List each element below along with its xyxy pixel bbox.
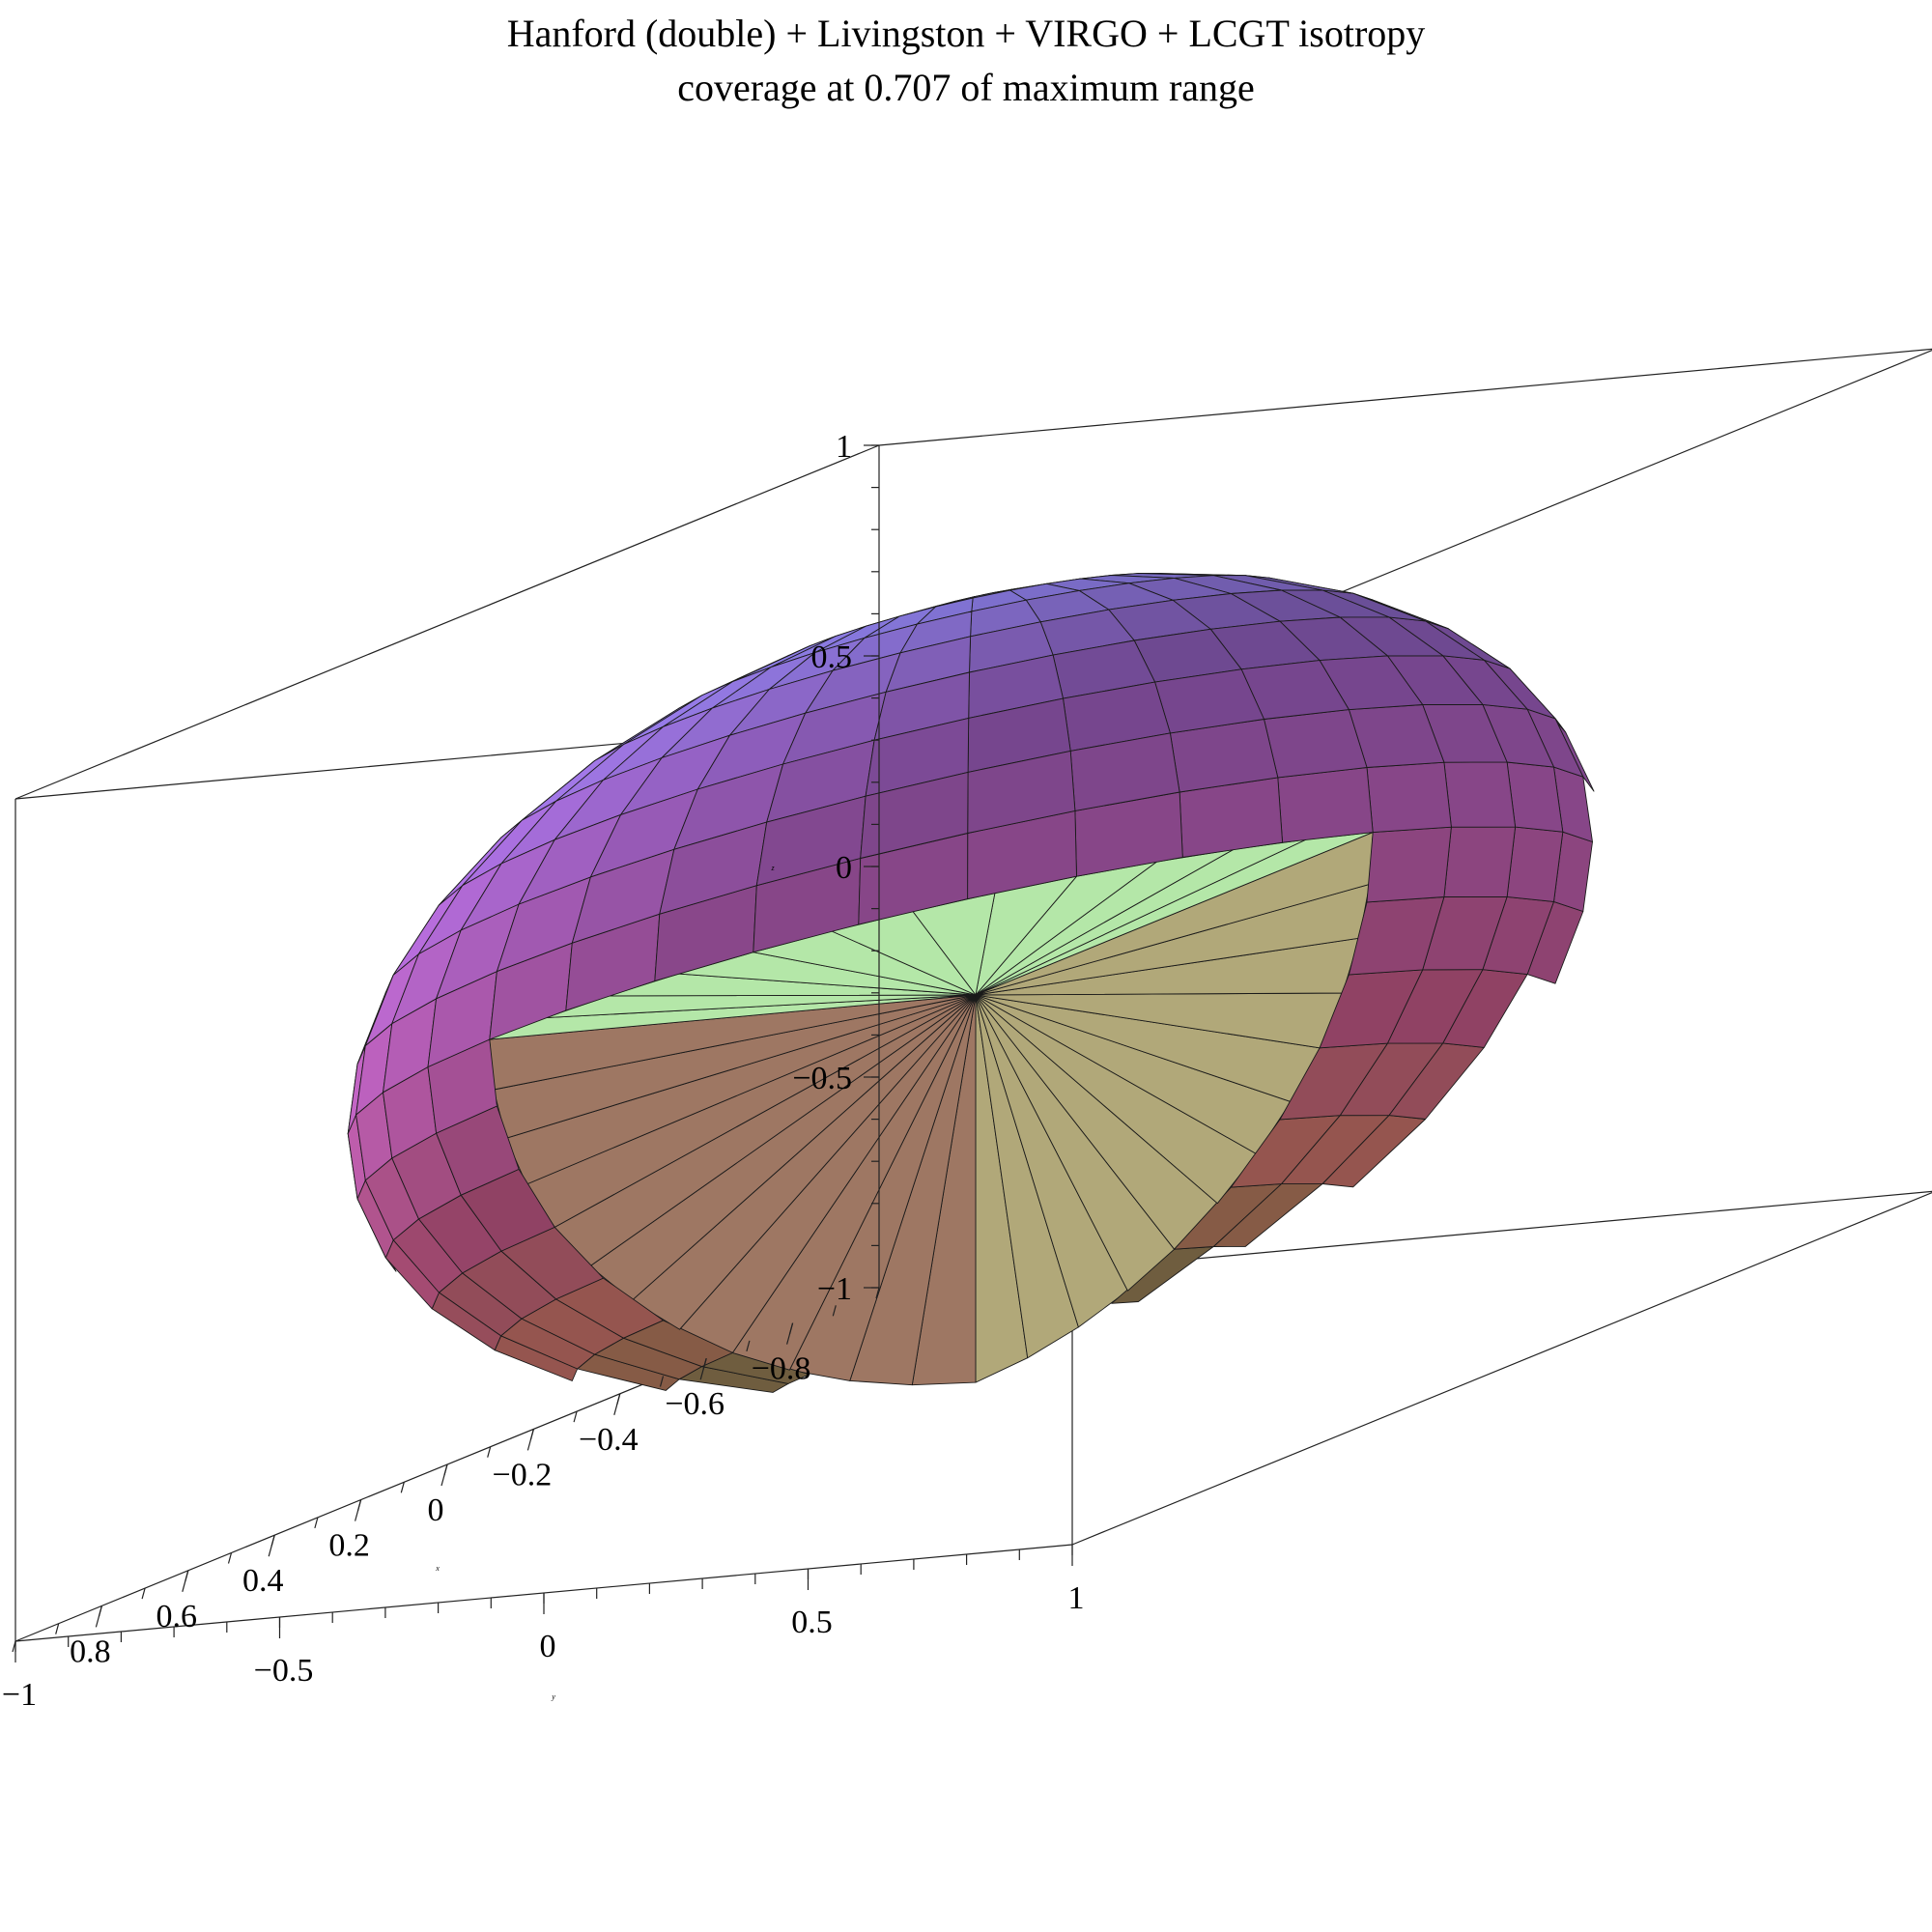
- chart-subtitle: coverage at 0.707 of maximum range: [677, 66, 1255, 109]
- surface-patch: [1506, 826, 1564, 902]
- x-minor-tick: [659, 1376, 665, 1387]
- surface-patch: [1506, 761, 1564, 833]
- x-minor-tick: [702, 1358, 707, 1370]
- chart-title: Hanford (double) + Livingston + VIRGO + …: [507, 12, 1426, 55]
- box-edge: [14, 444, 880, 800]
- x-minor-tick: [55, 1623, 60, 1634]
- surface-patch: [1443, 761, 1517, 828]
- x-minor-tick: [185, 1570, 189, 1581]
- axis-ticks: [12, 444, 1073, 1662]
- z-axis-label: z: [770, 864, 775, 872]
- x-axis-label: x: [435, 1564, 440, 1573]
- z-tick-label: 0: [836, 850, 852, 886]
- x-tick-label: −0.6: [665, 1386, 724, 1422]
- x-tick-label: 0.6: [156, 1599, 198, 1634]
- y-axis-label: y: [551, 1692, 555, 1701]
- x-minor-tick: [832, 1305, 837, 1317]
- x-tick-label: −0.8: [752, 1351, 811, 1387]
- x-minor-tick: [789, 1322, 794, 1334]
- x-minor-tick: [573, 1410, 578, 1423]
- y-tick-label: −1: [2, 1677, 37, 1713]
- x-tick-label: 0.4: [242, 1563, 284, 1599]
- surface-patch: [1366, 761, 1452, 834]
- surface-patch: [1264, 709, 1368, 779]
- tick-labels: −1 −0.5 0 0.5 1 z −0.8 −0.6 −0.4 −0.2 0 0.2 0.4 0.6 0.…: [2, 429, 1085, 1713]
- x-minor-tick: [98, 1605, 102, 1617]
- x-minor-tick: [487, 1446, 492, 1458]
- x-minor-tick: [314, 1517, 319, 1529]
- x-minor-tick: [400, 1482, 405, 1493]
- x-minor-tick: [746, 1340, 751, 1352]
- x-minor-tick: [875, 1287, 880, 1299]
- x-tick-label: −0.2: [493, 1457, 553, 1492]
- x-tick-label: −0.4: [579, 1422, 639, 1458]
- z-tick-label: 0.5: [811, 639, 853, 675]
- x-minor-tick: [141, 1587, 146, 1600]
- x-minor-tick: [529, 1429, 534, 1440]
- x-minor-tick: [616, 1393, 621, 1405]
- box-edge: [1071, 1191, 1932, 1546]
- y-tick-label: −0.5: [254, 1653, 314, 1689]
- x-minor-tick: [443, 1463, 448, 1476]
- z-tick-label: −1: [817, 1271, 852, 1307]
- z-tick-label: −0.5: [792, 1061, 852, 1096]
- surface-patch: [1366, 826, 1452, 903]
- isotropy-surface: [347, 573, 1595, 1393]
- surface-patch: [1443, 826, 1517, 897]
- y-tick-label: 0.5: [791, 1605, 833, 1640]
- x-minor-tick: [227, 1552, 233, 1564]
- x-tick-label: 0.8: [70, 1634, 111, 1669]
- box-edge: [878, 348, 1932, 446]
- y-tick-label: 0: [540, 1629, 556, 1664]
- x-tick-label: 0.2: [328, 1528, 370, 1564]
- surface-patch: [1277, 767, 1374, 843]
- surface-patch: [860, 771, 969, 859]
- x-tick-label: 0: [428, 1492, 444, 1528]
- x-minor-tick: [357, 1499, 362, 1511]
- x-minor-tick: [270, 1535, 275, 1547]
- z-tick-label: 1: [836, 429, 852, 465]
- y-tick-label: 1: [1068, 1580, 1085, 1616]
